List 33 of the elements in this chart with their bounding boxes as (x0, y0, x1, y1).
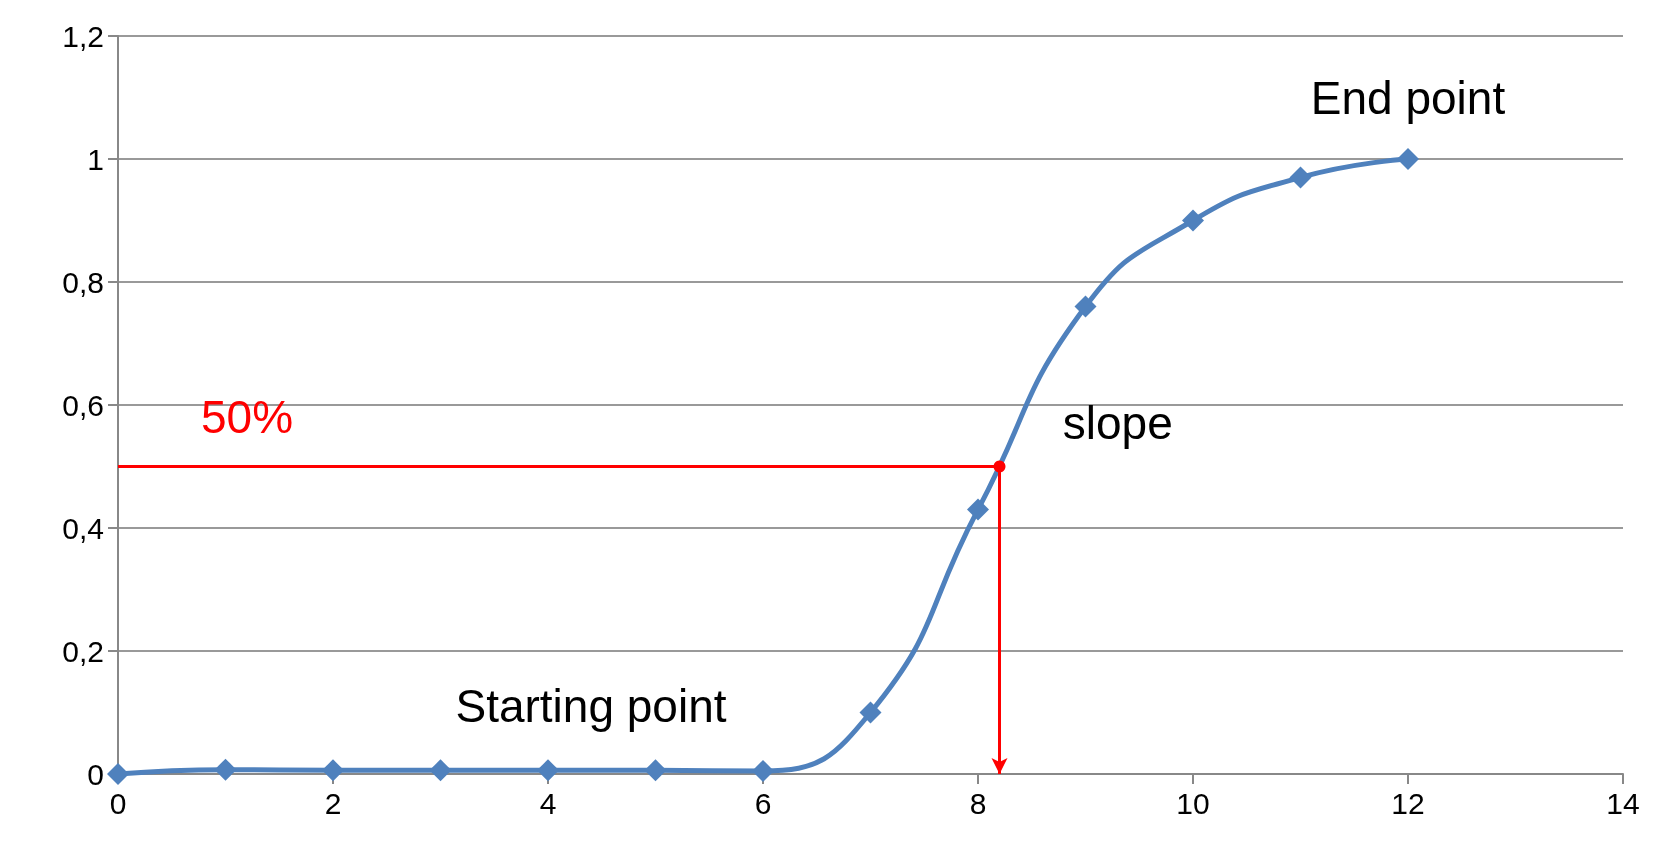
x-tick-label: 14 (1606, 786, 1640, 820)
annotation: 50% (200, 391, 294, 444)
y-tick-label: 1,2 (62, 19, 104, 53)
point (537, 759, 559, 782)
x-tick-label: 2 (324, 786, 342, 820)
point (214, 758, 237, 781)
point (1397, 148, 1419, 170)
y-tick-label: 0,2 (62, 634, 104, 668)
y-tick-label: 1 (87, 142, 104, 176)
y-tick-label: 0,4 (62, 511, 104, 545)
point (752, 759, 774, 782)
y-tick-label: 0,6 (62, 388, 104, 422)
annotation: Starting point (455, 680, 727, 733)
point (429, 759, 452, 782)
x-tick-label: 0 (109, 786, 127, 820)
point (859, 701, 882, 724)
point (322, 759, 344, 782)
annotation: End point (1310, 71, 1506, 124)
point (1074, 295, 1097, 318)
y-tick-label: 0 (87, 757, 104, 791)
x-tick-label: 12 (1391, 786, 1425, 820)
point (993, 460, 1006, 473)
point (1182, 209, 1204, 232)
x-tick-label: 6 (754, 786, 772, 820)
annotation: slope (1062, 397, 1173, 450)
point (967, 498, 989, 521)
x-tick-label: 10 (1176, 786, 1210, 820)
x-tick-label: 4 (539, 786, 557, 820)
x-tick-label: 8 (969, 786, 987, 820)
y-tick-label: 0,8 (62, 265, 104, 299)
point (107, 763, 129, 785)
point (1289, 166, 1312, 189)
point (644, 759, 667, 782)
